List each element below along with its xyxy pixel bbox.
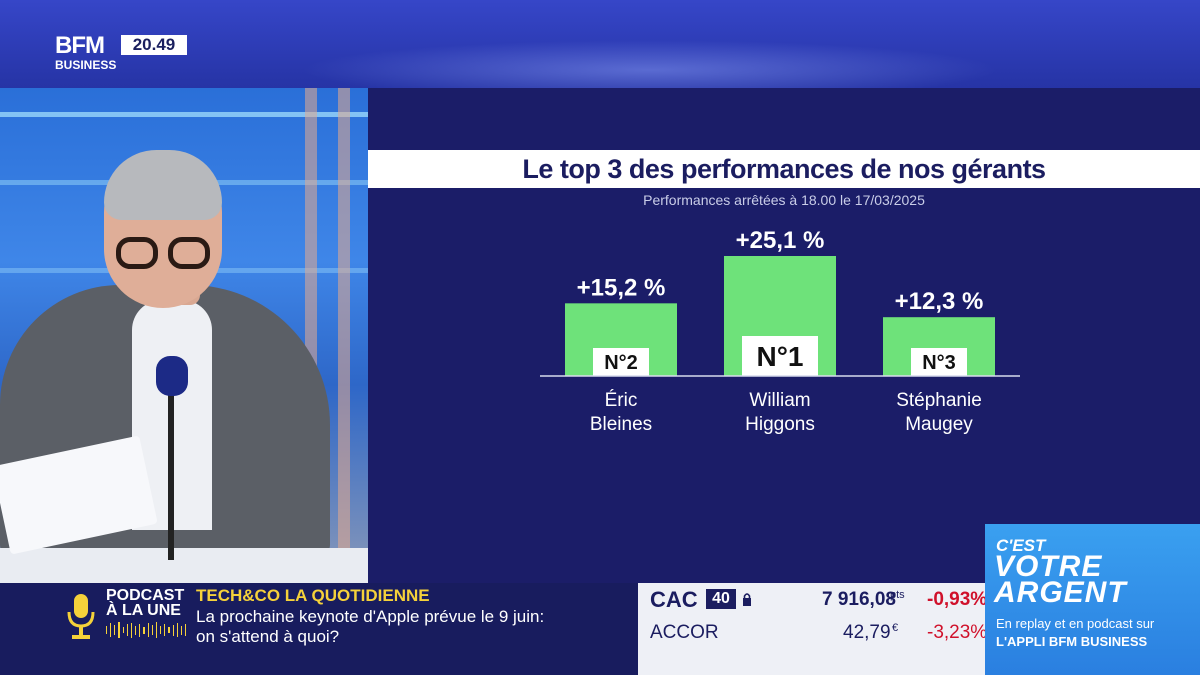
index-unit: pts [890, 589, 905, 601]
value-label-2: +25,1 % [736, 227, 825, 254]
news-headline-line2: on s'attend à quoi? [196, 627, 340, 646]
index-name: CAC [650, 587, 698, 612]
index-badge: 40 [706, 589, 736, 609]
show-promo-panel [985, 524, 1200, 675]
clock: 20.49 [121, 35, 187, 55]
stock-unit: € [892, 622, 899, 634]
rank-label-1: N°2 [604, 352, 638, 374]
audio-waveform-icon [106, 622, 187, 638]
rank-badge-1 [593, 348, 649, 376]
promo-line3: ARGENT [994, 576, 1127, 609]
category-label-2-line2: Higgons [745, 414, 815, 435]
promo-line5: L'APPLI BFM BUSINESS [996, 634, 1148, 649]
news-headline-line1: La prochaine keynote d'Apple prévue le 9… [196, 607, 545, 626]
category-label-3-line2: Maugey [905, 414, 973, 435]
promo-line1: C'EST [996, 536, 1046, 555]
logo-business-text: BUSINESS [55, 58, 117, 72]
channel-logo: BFM BUSINESS [55, 32, 117, 73]
stock-value: 42,79 [843, 622, 891, 643]
chart-title: Le top 3 des performances de nos gérants [522, 154, 1046, 184]
logo-bfm-text: BFM [55, 32, 105, 59]
rank-label-2: N°1 [757, 341, 804, 372]
lock-icon [743, 593, 751, 606]
podcast-label-line2: À LA UNE [106, 602, 181, 619]
light-beam [0, 112, 368, 117]
promo-line2: VOTRE [994, 550, 1103, 583]
index-value: 7 916,08 [822, 589, 896, 610]
news-tag: TECH&CO LA QUOTIDIENNE [196, 586, 430, 605]
bar-chart: +15,2 % N°2 Éric Bleines +25,1 % N°1 William Hi… [540, 227, 1020, 435]
category-label-3-line1: Stéphanie [896, 390, 982, 411]
stock-name: ACCOR [650, 622, 719, 643]
rank-badge-3 [911, 348, 967, 376]
podcast-label-line1: PODCAST [106, 587, 185, 604]
index-change: -0,93% [927, 589, 988, 610]
set-pillar [338, 88, 350, 583]
stock-change: -3,23% [927, 622, 988, 643]
podcast-label: PODCAST À LA UNE [106, 587, 185, 619]
presenter-hair [104, 150, 222, 220]
rank-label-3: N°3 [922, 352, 956, 374]
value-label-3: +12,3 % [895, 288, 984, 315]
category-label-1-line2: Bleines [590, 414, 652, 435]
microphone-stand [168, 390, 174, 560]
category-label-2-line1: William [749, 390, 810, 411]
chart-subtitle: Performances arrêtées à 18.00 le 17/03/2… [643, 192, 925, 208]
rank-badge-2 [742, 336, 818, 376]
category-label-1-line1: Éric [605, 390, 638, 411]
chart-title-band [368, 150, 1200, 188]
glasses-left-lens [116, 237, 158, 269]
podcast-microphone-icon [67, 594, 95, 639]
promo-line4: En replay et en podcast sur [996, 616, 1155, 631]
market-ticker [638, 583, 985, 675]
microphone-icon [156, 356, 188, 396]
studio-desk [0, 548, 368, 583]
glasses-right-lens [168, 237, 210, 269]
value-label-1: +15,2 % [577, 274, 666, 301]
